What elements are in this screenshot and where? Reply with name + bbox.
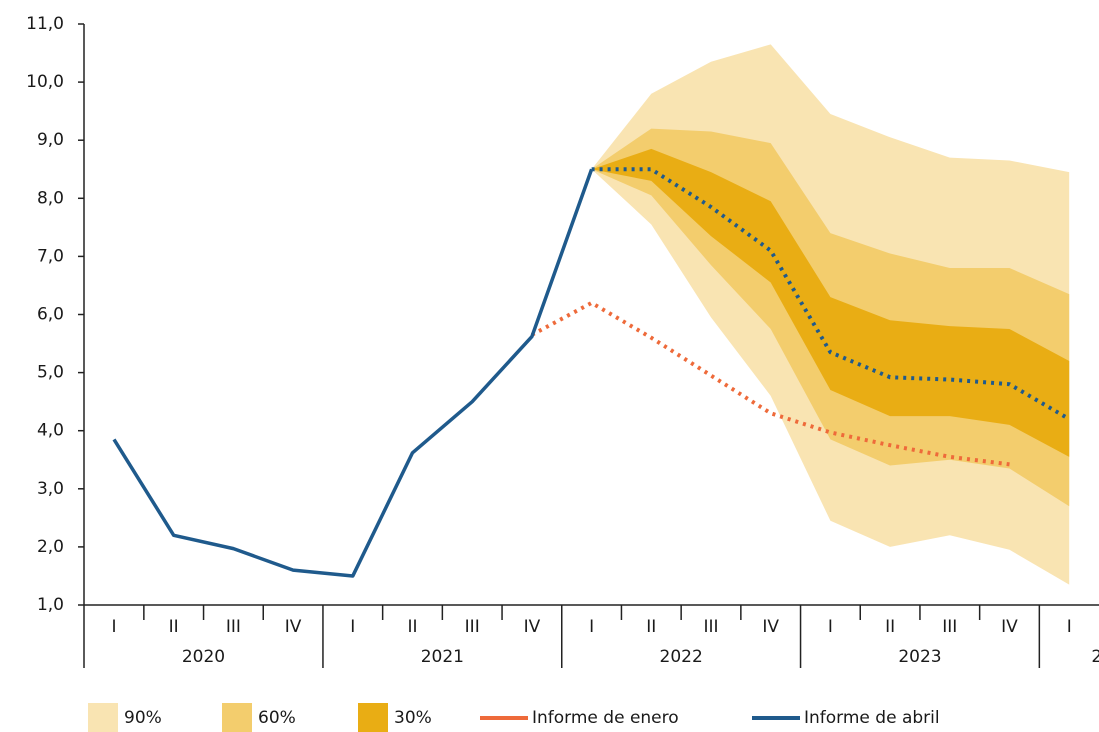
y-tick-label: 7,0: [37, 246, 64, 266]
y-tick-label: 2,0: [37, 537, 64, 557]
x-tick-label: I: [1067, 617, 1072, 637]
legend-swatch: [88, 703, 118, 732]
x-tick-label: IV: [1001, 617, 1018, 637]
x-tick-label: I: [828, 617, 833, 637]
year-label: 2022: [660, 647, 703, 667]
y-tick-label: 6,0: [37, 305, 64, 325]
y-tick-label: 5,0: [37, 363, 64, 383]
year-label: 2020: [182, 647, 225, 667]
year-label: 2024: [1091, 647, 1099, 667]
legend-swatch: [358, 703, 388, 732]
y-tick-label: 3,0: [37, 479, 64, 499]
legend-swatch: [222, 703, 252, 732]
x-tick-label: III: [703, 617, 718, 637]
y-tick-label: 10,0: [26, 72, 64, 92]
x-tick-label: III: [465, 617, 480, 637]
x-tick-label: II: [885, 617, 895, 637]
y-tick-label: 11,0: [26, 14, 64, 34]
x-tick-label: II: [169, 617, 179, 637]
year-label: 2021: [421, 647, 464, 667]
legend-label: 30%: [394, 708, 432, 728]
year-label: 2023: [898, 647, 941, 667]
y-tick-label: 4,0: [37, 421, 64, 441]
line: [530, 300, 1010, 467]
x-tick-label: I: [111, 617, 116, 637]
y-tick-label: 1,0: [37, 595, 64, 615]
x-tick-label: IV: [524, 617, 541, 637]
x-tick-label: II: [646, 617, 656, 637]
legend-label: 60%: [258, 708, 296, 728]
y-tick-label: 9,0: [37, 130, 64, 150]
legend-label: Informe de abril: [804, 708, 940, 728]
x-tick-label: III: [942, 617, 957, 637]
x-tick-label: IV: [762, 617, 779, 637]
x-tick-label: III: [226, 617, 241, 637]
x-tick-label: IV: [285, 617, 302, 637]
legend-label: Informe de enero: [532, 708, 679, 728]
line: [591, 167, 1071, 421]
x-tick-label: I: [589, 617, 594, 637]
fan-band: [591, 148, 1070, 457]
line: [112, 168, 594, 578]
x-tick-label: II: [407, 617, 417, 637]
y-tick-label: 8,0: [37, 188, 64, 208]
legend-label: 90%: [124, 708, 162, 728]
x-tick-label: I: [350, 617, 355, 637]
